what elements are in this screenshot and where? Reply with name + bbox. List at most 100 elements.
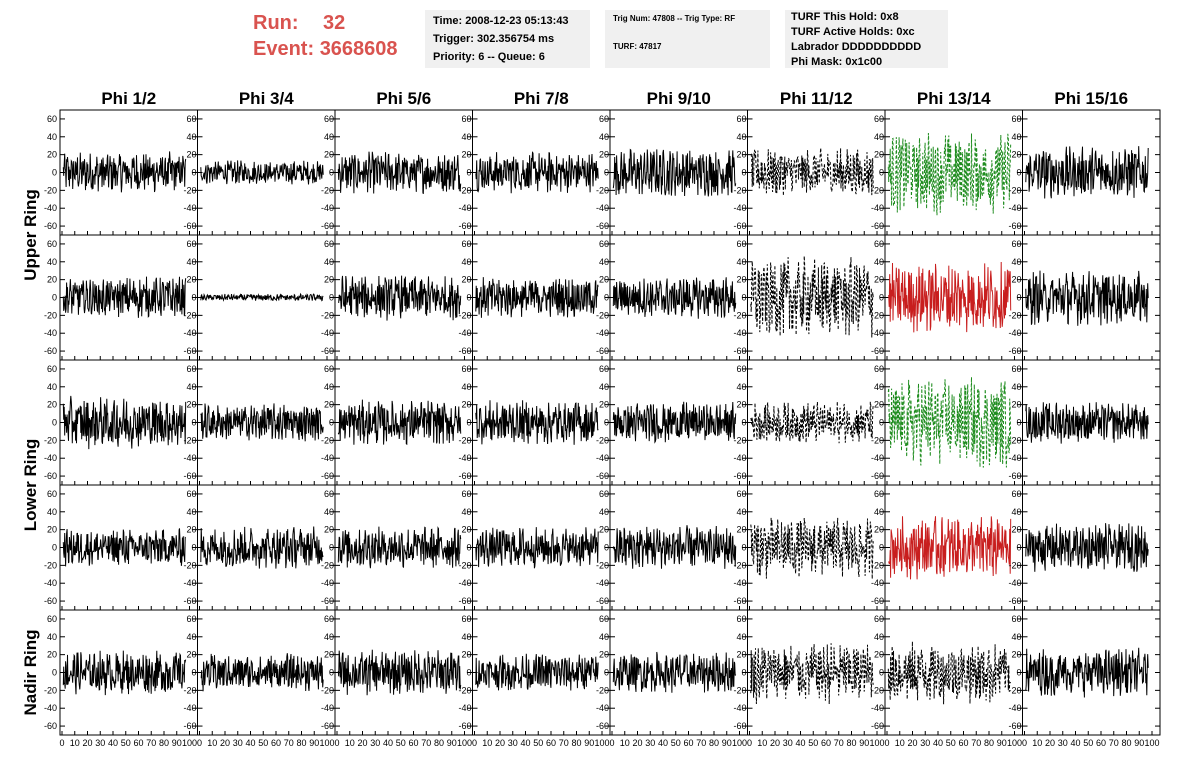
- x-tick-label: 80: [434, 738, 444, 748]
- y-tick-label: 20: [1011, 525, 1021, 535]
- y-tick-label: 0: [604, 418, 609, 428]
- y-tick-label: 20: [324, 650, 334, 660]
- time-text: Time: 2008-12-23 05:13:43: [433, 15, 569, 27]
- y-tick-label: 0: [741, 168, 746, 178]
- y-tick-label: 60: [736, 489, 746, 499]
- y-tick-label: -60: [183, 596, 196, 606]
- y-tick-label: 20: [461, 275, 471, 285]
- y-tick-label: 0: [1016, 418, 1021, 428]
- y-tick-label: 60: [186, 239, 196, 249]
- column-header: Phi 1/2: [101, 89, 156, 108]
- y-tick-label: -40: [596, 328, 609, 338]
- y-tick-label: 60: [47, 364, 57, 374]
- x-tick-label: 10: [895, 738, 905, 748]
- x-tick-label: 50: [946, 738, 956, 748]
- y-tick-label: 40: [599, 507, 609, 517]
- x-tick-label: 70: [146, 738, 156, 748]
- y-tick-label: 40: [461, 382, 471, 392]
- x-tick-label: 10: [207, 738, 217, 748]
- y-tick-label: 60: [736, 239, 746, 249]
- x-tick-label: 60: [408, 738, 418, 748]
- y-tick-label: -20: [596, 310, 609, 320]
- y-tick-label: 20: [599, 400, 609, 410]
- y-tick-label: -60: [44, 346, 57, 356]
- y-tick-label: 40: [324, 132, 334, 142]
- x-tick-label: 20: [220, 738, 230, 748]
- y-tick-label: -20: [596, 560, 609, 570]
- y-tick-label: -40: [44, 203, 57, 213]
- x-tick-label: 50: [121, 738, 131, 748]
- y-tick-label: -40: [871, 328, 884, 338]
- y-tick-label: -20: [183, 560, 196, 570]
- y-tick-label: 40: [599, 632, 609, 642]
- y-tick-label: -60: [321, 471, 334, 481]
- y-tick-label: -20: [458, 685, 471, 695]
- y-tick-label: 0: [466, 293, 471, 303]
- waveform-line: [475, 277, 599, 318]
- y-tick-label: -20: [1008, 685, 1021, 695]
- waveform-line: [62, 650, 187, 696]
- y-tick-label: 20: [324, 150, 334, 160]
- x-tick-label: 60: [546, 738, 556, 748]
- y-tick-label: 60: [324, 114, 334, 124]
- y-tick-label: 40: [324, 382, 334, 392]
- y-tick-label: 60: [1011, 614, 1021, 624]
- y-tick-label: -60: [596, 721, 609, 731]
- ring-label: Upper Ring: [21, 189, 40, 281]
- y-tick-label: -20: [44, 310, 57, 320]
- x-tick-label: 60: [683, 738, 693, 748]
- x-tick-label: 60: [958, 738, 968, 748]
- x-tick-label: 50: [396, 738, 406, 748]
- y-tick-label: -40: [44, 328, 57, 338]
- y-tick-label: 60: [324, 489, 334, 499]
- x-tick-label: 20: [82, 738, 92, 748]
- y-tick-label: 20: [736, 525, 746, 535]
- y-tick-label: -20: [321, 435, 334, 445]
- run-label: Run:: [253, 12, 299, 34]
- y-tick-label: -20: [596, 435, 609, 445]
- waveform-line: [200, 653, 324, 692]
- x-tick-label: 100: [1144, 738, 1159, 748]
- x-tick-label: 30: [370, 738, 380, 748]
- y-tick-label: -20: [733, 185, 746, 195]
- y-tick-label: 0: [741, 668, 746, 678]
- y-tick-label: 20: [47, 150, 57, 160]
- y-tick-label: 60: [599, 114, 609, 124]
- y-tick-label: -20: [44, 185, 57, 195]
- waveform-line: [475, 400, 599, 445]
- y-tick-label: 0: [604, 168, 609, 178]
- y-tick-label: -20: [321, 560, 334, 570]
- y-tick-label: -40: [321, 453, 334, 463]
- y-tick-label: 20: [736, 275, 746, 285]
- y-tick-label: 40: [47, 132, 57, 142]
- y-tick-label: 0: [52, 668, 57, 678]
- y-tick-label: 0: [604, 668, 609, 678]
- y-tick-label: -60: [733, 346, 746, 356]
- y-tick-label: -20: [44, 435, 57, 445]
- y-tick-label: -60: [871, 221, 884, 231]
- waveform-line: [887, 132, 1012, 216]
- y-tick-label: 20: [1011, 275, 1021, 285]
- y-tick-label: -40: [321, 203, 334, 213]
- y-tick-label: 40: [1011, 632, 1021, 642]
- y-tick-label: 20: [1011, 650, 1021, 660]
- y-tick-label: -60: [183, 471, 196, 481]
- y-tick-label: 0: [1016, 543, 1021, 553]
- y-tick-label: -40: [44, 453, 57, 463]
- y-tick-label: 0: [329, 543, 334, 553]
- x-tick-label: 50: [533, 738, 543, 748]
- y-tick-label: 0: [741, 543, 746, 553]
- x-tick-label: 0: [197, 738, 202, 748]
- y-tick-label: 60: [461, 489, 471, 499]
- y-tick-label: 40: [461, 507, 471, 517]
- x-tick-label: 100: [869, 738, 884, 748]
- x-tick-label: 90: [447, 738, 457, 748]
- y-tick-label: 0: [191, 543, 196, 553]
- x-tick-label: 50: [671, 738, 681, 748]
- y-tick-label: 60: [324, 364, 334, 374]
- y-tick-label: 60: [874, 239, 884, 249]
- waveform-line: [337, 526, 462, 569]
- y-tick-label: -60: [1008, 221, 1021, 231]
- y-tick-label: -20: [871, 310, 884, 320]
- y-tick-label: 20: [874, 400, 884, 410]
